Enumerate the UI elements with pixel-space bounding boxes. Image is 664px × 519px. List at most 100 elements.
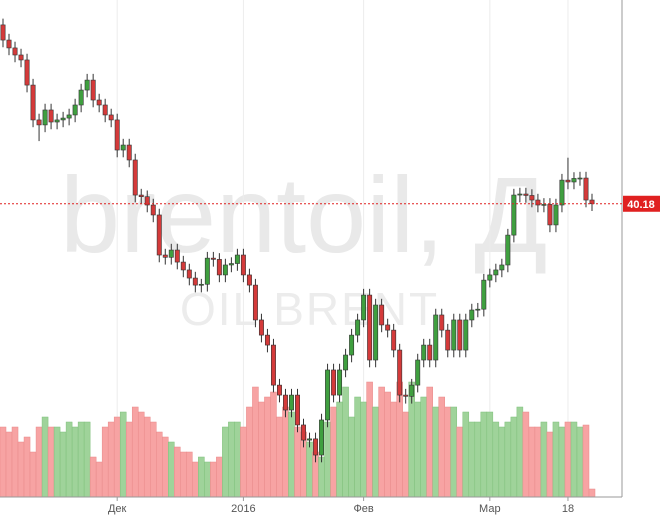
candle-body [24, 59, 30, 86]
volume-bar [342, 386, 349, 498]
volume-bar [174, 446, 181, 498]
candle-body [90, 79, 96, 101]
candle-body [565, 179, 571, 183]
candle-body [36, 119, 42, 126]
candle-body [72, 104, 78, 116]
last-price-label: 40.18 [627, 199, 655, 211]
candle-body [511, 194, 517, 236]
volume-bar [288, 411, 295, 498]
candle-body [421, 344, 427, 361]
candle-body [409, 384, 415, 397]
volume-bar [348, 416, 355, 498]
volume-bar [162, 436, 169, 498]
candle-body [78, 89, 84, 106]
volume-bar [137, 411, 145, 498]
volume-bar [468, 421, 476, 498]
volume-bar [570, 421, 578, 498]
volume-bar [11, 426, 19, 498]
volume-bar [492, 421, 500, 498]
volume-bar [294, 426, 301, 498]
candle-body [84, 79, 90, 91]
candle-body [493, 269, 499, 276]
candle-body [204, 257, 210, 285]
candle-body [258, 319, 264, 336]
volume-bar [41, 416, 49, 498]
candle-body [415, 359, 421, 386]
candle-body [307, 438, 312, 441]
volume-bar [546, 431, 554, 498]
candle-body [349, 334, 355, 356]
volume-bar [372, 406, 379, 498]
x-tick-label: Фев [353, 503, 373, 515]
volume-bar [198, 456, 205, 498]
candle-body [162, 254, 168, 258]
candle-body [367, 294, 373, 361]
candle-body [240, 254, 246, 276]
candle-body [559, 179, 565, 206]
volume-bar [564, 421, 572, 498]
volume-bar [450, 406, 458, 498]
x-tick-label: Мар [479, 503, 501, 515]
candle-body [583, 177, 589, 201]
candle-body [313, 438, 318, 456]
volume-bar [192, 461, 199, 498]
candle-body [114, 119, 120, 151]
volume-bar [23, 436, 31, 498]
volume-bar [336, 401, 343, 498]
volume-bar [432, 406, 439, 498]
candle-body [445, 329, 451, 351]
candle-body [150, 204, 156, 216]
volume-bar [510, 416, 518, 498]
candle-body [433, 314, 439, 361]
volume-bar [119, 411, 127, 498]
candle-body [12, 47, 18, 56]
volume-bar [125, 421, 133, 498]
volume-bar [180, 451, 187, 498]
volume-bar [402, 411, 409, 498]
candle-body [0, 24, 6, 41]
candle-body [174, 249, 180, 263]
volume-bar [378, 386, 385, 498]
volume-bar [107, 421, 115, 498]
volume-bar [252, 386, 259, 498]
candle-body [343, 354, 349, 371]
candle-body [198, 283, 204, 286]
volume-bar [95, 461, 103, 498]
candle-body [355, 319, 361, 336]
candle-body [108, 114, 114, 121]
volume-bar [234, 421, 241, 498]
candle-body [397, 349, 403, 396]
candle-body [571, 178, 577, 183]
volume-bar [504, 421, 512, 498]
volume-bar [186, 451, 193, 498]
watermark-title: brentoil, Д [60, 154, 547, 275]
volume-bar [71, 426, 79, 498]
candle-body [505, 234, 511, 266]
volume-bar [306, 441, 313, 498]
volume-bar [588, 488, 596, 498]
candle-body [547, 204, 553, 226]
volume-bar [552, 421, 560, 498]
candle-body [216, 259, 222, 276]
candle-layer [0, 18, 595, 463]
candle-body [319, 419, 325, 456]
volume-bar [35, 426, 43, 498]
watermark-subtitle: OIL BRENT [180, 283, 439, 335]
candle-body [517, 193, 523, 196]
volume-bar [462, 411, 470, 498]
volume-bar [390, 401, 397, 498]
volume-bar [516, 406, 524, 498]
volume-bar [438, 396, 446, 498]
volume-bar [318, 456, 325, 498]
candle-body [66, 114, 72, 119]
volume-bar [522, 411, 530, 498]
candle-body [577, 177, 583, 180]
volume-bar [486, 411, 494, 498]
volume-bar [276, 416, 283, 498]
candle-body [6, 39, 12, 49]
candle-body [457, 319, 463, 351]
candle-body [379, 304, 385, 326]
volume-bar [17, 441, 25, 498]
candle-body [126, 144, 132, 161]
volume-bar [89, 456, 97, 498]
